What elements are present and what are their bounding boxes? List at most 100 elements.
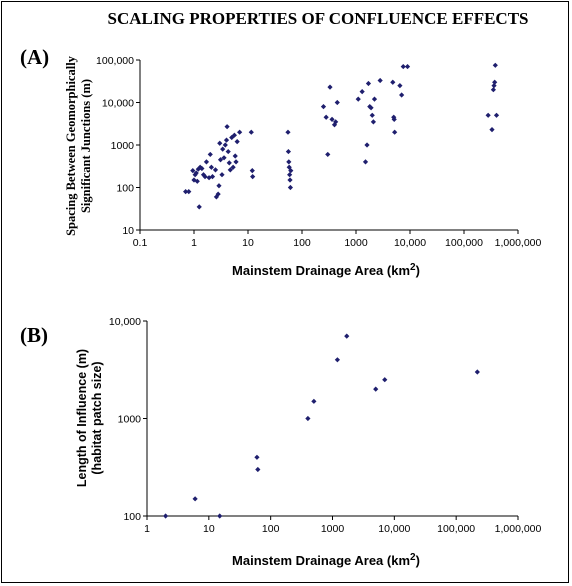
panel-a-data-point: [364, 142, 370, 148]
panel-a-data-point: [223, 137, 230, 143]
panel-b-data-point: [192, 496, 198, 502]
panel-a-data-point: [400, 63, 406, 70]
panel-a-y-tick-label: 10: [122, 225, 134, 237]
panel-b-x-tick-label: 10,000: [378, 523, 410, 535]
panel-a-data-point: [217, 140, 223, 146]
panel-b-y-tick-label: 1000: [118, 414, 142, 426]
figure-title: SCALING PROPERTIES OF CONFLUENCE EFFECTS: [108, 9, 529, 28]
panel-a-data-point: [224, 124, 230, 130]
panel-a-data-point: [368, 105, 374, 111]
panel-a-plot: 0.1 1 10 100 1000 10,000 100,000 1,000,000 10 100…: [96, 55, 541, 249]
panel-a-data-point: [217, 157, 224, 163]
panel-a-data-point: [327, 84, 333, 90]
panel-a-data-point: [491, 82, 497, 89]
panel-a-data-point: [208, 164, 214, 170]
panel-a-x-tick-label: 0.1: [133, 237, 148, 249]
panel-a-data-point: [233, 159, 239, 165]
panel-a-data-point: [220, 146, 226, 152]
panel-a-y-tick-label: 100,000: [96, 55, 134, 67]
panel-a-data-point: [369, 112, 375, 118]
panel-a-data-point: [323, 114, 329, 120]
panel-b-data-point: [217, 513, 223, 519]
panel-a-data-point: [199, 165, 205, 172]
panel-a-data-point: [194, 178, 200, 184]
panel-a-data-point: [377, 77, 383, 84]
panel-a-data-point: [404, 63, 411, 70]
panel-a-data-point: [193, 170, 199, 176]
panel-a-data-point: [355, 96, 361, 102]
panel-b-x-tick-label: 1: [144, 523, 150, 535]
panel-b-plot: 1 10 100 1000 10,000 100,000 1,000,000 100 1000 1…: [109, 316, 542, 535]
panel-a-data-point: [490, 87, 496, 93]
panel-a-y-tick-label: 10,000: [102, 98, 134, 110]
panel-a-data-point: [231, 132, 238, 138]
panel-b-x-tick-label: 100: [262, 523, 280, 535]
panel-b-y-tick-label: 100: [123, 511, 141, 523]
panel-a-data-point: [370, 119, 376, 125]
panel-a-data-point: [212, 167, 219, 173]
panel-a-x-tick-label: 10: [242, 237, 254, 249]
panel-a-data-point: [359, 89, 365, 95]
panel-a-data-point: [391, 116, 397, 123]
panel-a-data-point: [399, 92, 405, 98]
panel-a-data-point: [286, 164, 292, 170]
panel-a-x-tick-label: 100,000: [445, 237, 483, 249]
panel-a-data-point: [183, 189, 189, 195]
panel-a-data-point: [186, 189, 192, 195]
panel-a-data-point: [285, 129, 291, 135]
panel-a-data-point: [365, 80, 372, 87]
panel-b-data-point: [305, 415, 311, 422]
panel-a-data-point: [225, 148, 231, 155]
panel-a-y-tick-label: 1000: [111, 140, 135, 152]
panel-a-x-tick-label: 1000: [344, 237, 368, 249]
panel-a-data-point: [250, 174, 256, 180]
panel-a-xlabel: Mainstem Drainage Area (km2): [232, 262, 420, 278]
panel-a-ylabel-line1: Spacing Between Geomorphically: [64, 55, 78, 236]
panel-a-data-point: [230, 164, 236, 170]
panel-b-x-tick-label: 1000: [321, 523, 345, 535]
panel-a-data-point: [222, 142, 228, 148]
panel-a-data-point: [215, 191, 221, 197]
panel-b-x-tick-label: 100,000: [437, 523, 475, 535]
panel-b-data-point: [334, 357, 340, 363]
panel-a-data-point: [287, 184, 294, 191]
panel-a-data-point: [485, 112, 491, 118]
panel-a-data-point: [190, 167, 196, 174]
panel-a-data-point: [329, 116, 335, 123]
panel-b-ylabel-line2: (habitat patch size): [90, 361, 104, 474]
panel-a-data-point: [248, 129, 254, 135]
panel-b-xlabel: Mainstem Drainage Area (km2): [232, 552, 420, 568]
panel-b-ylabel-line1: Length of Influence (m): [75, 349, 89, 487]
panel-b-data-point: [344, 333, 350, 339]
panel-a-data-point: [234, 139, 240, 145]
panel-a-data-point: [288, 167, 294, 174]
panel-a-data-point: [397, 82, 403, 89]
panel-a-data-point: [320, 104, 327, 110]
panel-a-data-point: [196, 204, 202, 210]
panel-a-data-point: [232, 153, 238, 159]
panel-b-data-point: [382, 377, 388, 383]
panel-a-data-point: [207, 151, 213, 158]
panel-b-data-point: [373, 386, 379, 392]
panel-a-data-point: [325, 151, 331, 158]
panel-a-x-tick-label: 1,000,000: [495, 237, 542, 249]
panel-a-data-point: [392, 129, 398, 135]
panel-a-data-point: [333, 119, 339, 125]
panel-a-data-point: [287, 177, 293, 183]
panel-a-data-point: [371, 96, 378, 102]
panel-a-data-point: [249, 167, 255, 174]
panel-a-data-point: [492, 62, 498, 68]
panel-a-data-point: [334, 99, 340, 106]
panel-a-data-point: [492, 79, 498, 85]
panel-a-x-tick-label: 1: [191, 237, 197, 249]
panel-a-data-point: [285, 148, 292, 155]
panel-a-data-point: [493, 112, 500, 118]
panel-a-data-point: [227, 167, 233, 173]
panel-b-data-point: [255, 466, 261, 473]
panel-b-x-tick-label: 10: [203, 523, 215, 535]
panel-a-data-point: [209, 174, 216, 180]
panel-a-data-point: [219, 172, 225, 178]
panel-a-y-tick-label: 100: [116, 183, 134, 195]
panel-a-data-point: [489, 127, 495, 133]
